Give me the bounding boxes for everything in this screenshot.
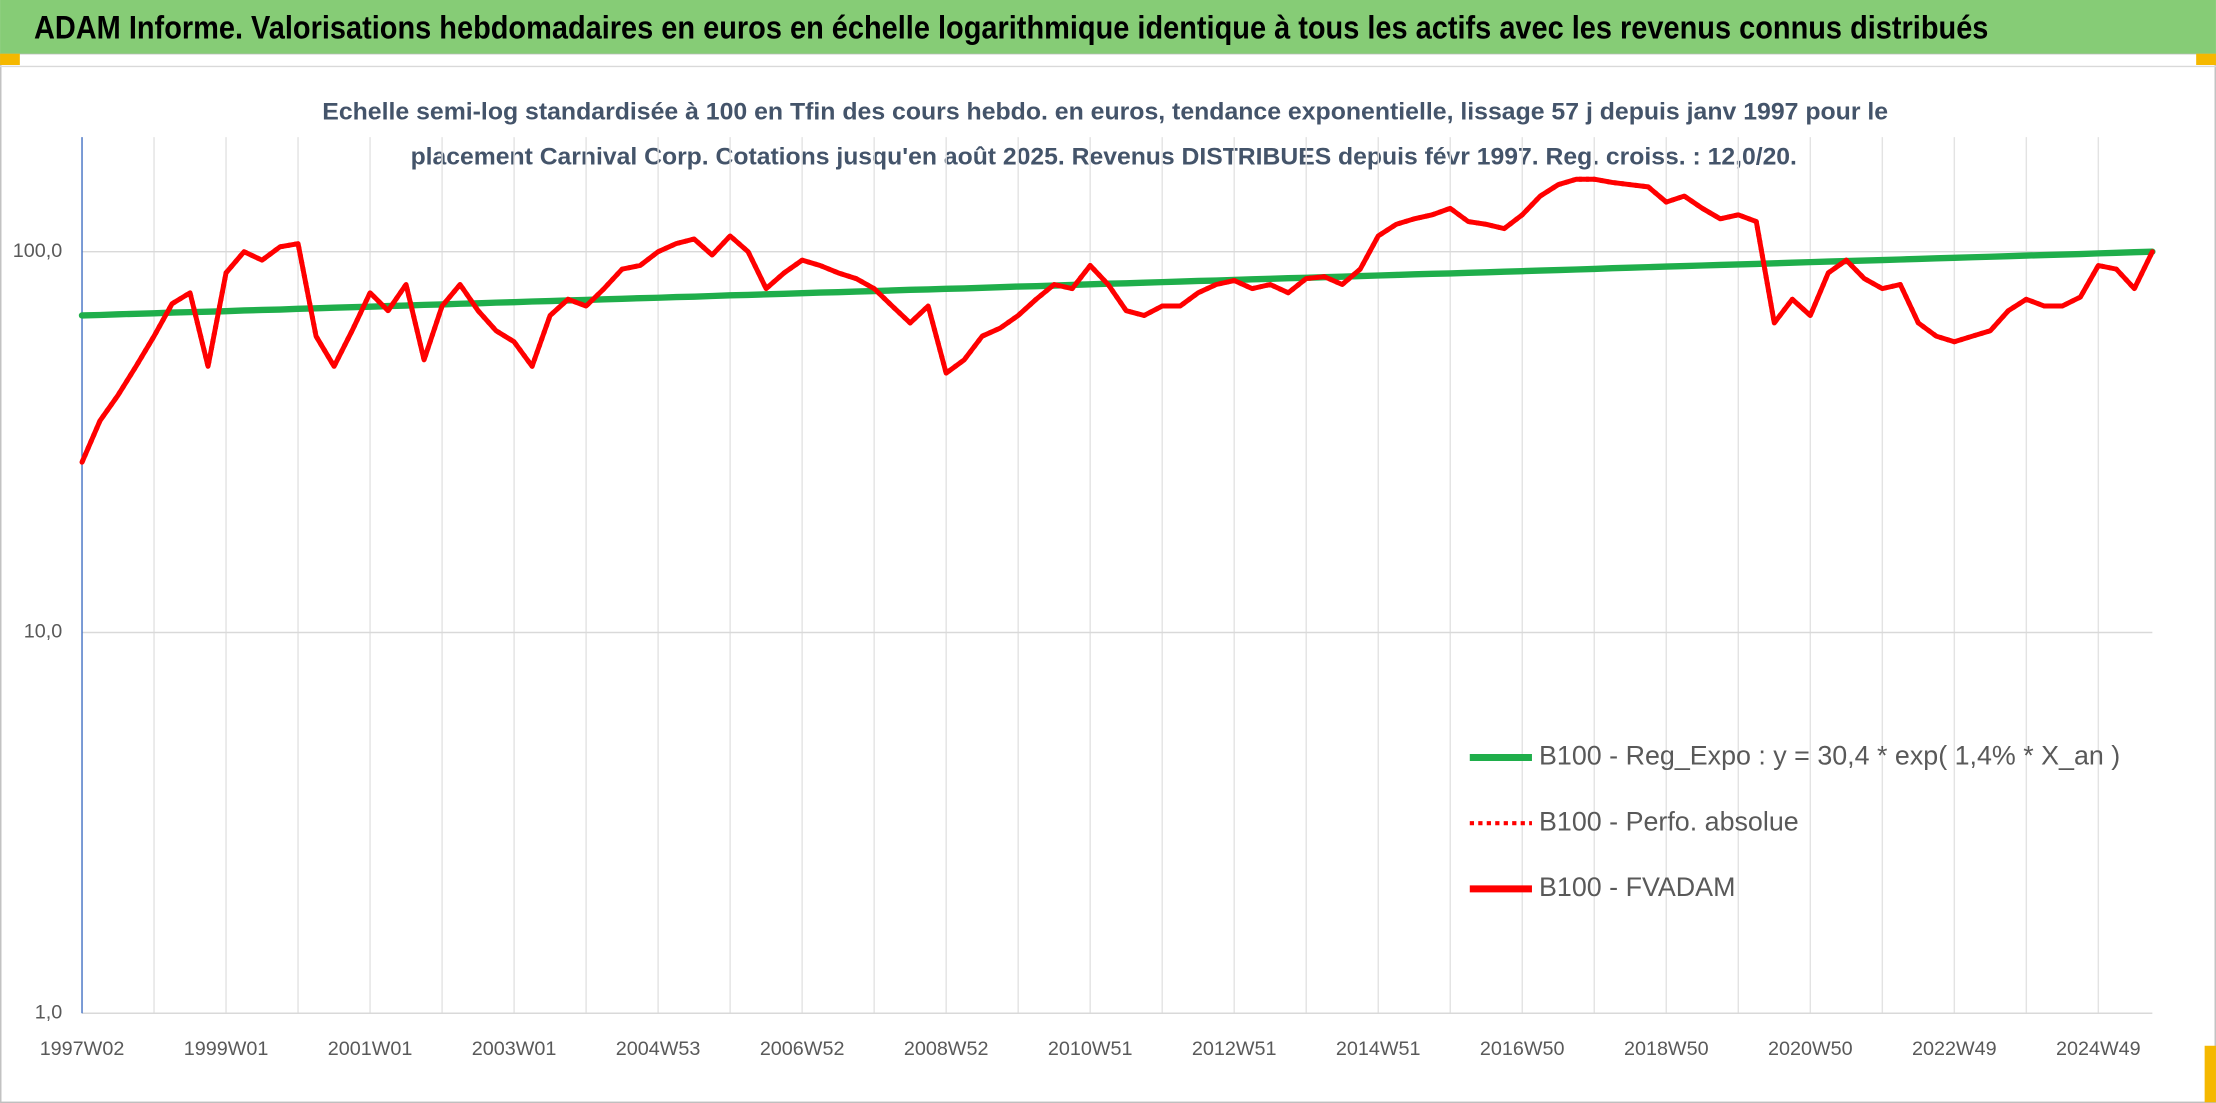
y-tick-label: 100,0 — [13, 240, 62, 262]
x-tick-label: 1997W02 — [40, 1038, 125, 1060]
legend-label: B100 - Reg_Expo : y = 30,4 * exp( 1,4% *… — [1539, 741, 2120, 771]
x-tick-label: 2016W50 — [1480, 1038, 1565, 1060]
x-tick-label: 2008W52 — [904, 1038, 989, 1060]
x-tick-label: 2018W50 — [1624, 1038, 1709, 1060]
series-line — [79, 176, 2155, 465]
subtitle: Echelle semi-log standardisée à 100 en T… — [322, 98, 1888, 125]
x-tick-label: 2004W53 — [616, 1038, 701, 1060]
y-tick-label: 10,0 — [24, 621, 62, 643]
subtitle: placement Carnival Corp. Cotations jusqu… — [411, 144, 1797, 171]
x-tick-label: 2003W01 — [472, 1038, 557, 1060]
header-bar — [0, 0, 2216, 54]
x-tick-label: 2001W01 — [328, 1038, 413, 1060]
x-tick-label: 2022W49 — [1912, 1038, 1997, 1060]
x-tick-label: 2020W50 — [1768, 1038, 1853, 1060]
x-tick-label: 2024W49 — [2056, 1038, 2141, 1060]
corner — [2204, 1045, 2216, 1103]
x-tick-label: 2012W51 — [1192, 1038, 1277, 1060]
header-title: ADAM Informe. Valorisations hebdomadaire… — [34, 9, 1988, 45]
series-line — [78, 248, 2156, 319]
y-tick-label: 1,0 — [35, 1001, 62, 1023]
x-tick-label: 2006W52 — [760, 1038, 845, 1060]
legend-label: B100 - Perfo. absolue — [1539, 806, 1799, 836]
x-tick-label: 1999W01 — [184, 1038, 269, 1060]
x-tick-label: 2010W51 — [1048, 1038, 1133, 1060]
corner — [0, 53, 20, 66]
legend-label: B100 - FVADAM — [1539, 872, 1735, 902]
corner — [2196, 53, 2216, 66]
x-tick-label: 2014W51 — [1336, 1038, 1421, 1060]
